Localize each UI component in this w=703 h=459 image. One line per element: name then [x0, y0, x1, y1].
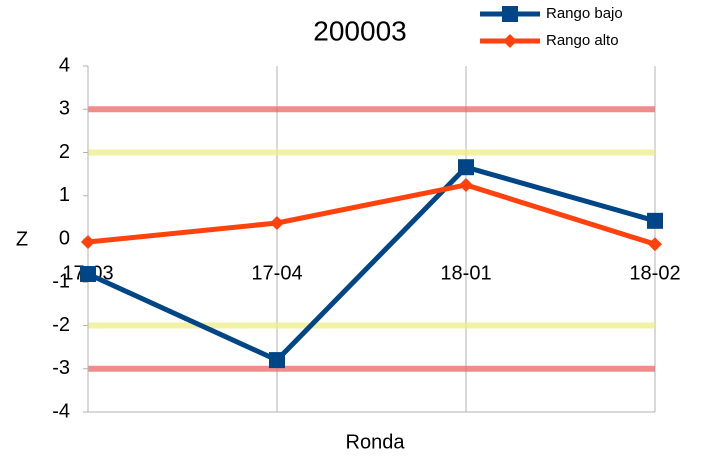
- data-point: [647, 212, 663, 229]
- legend-marker: [502, 6, 518, 22]
- data-point: [269, 352, 285, 369]
- y-tick-label: -4: [52, 400, 70, 422]
- y-tick-label: 0: [59, 227, 70, 249]
- x-tick-label: 18-02: [629, 262, 680, 284]
- x-tick-label: 17-04: [251, 262, 302, 284]
- y-tick-label: 3: [59, 98, 70, 120]
- series-line: [86, 164, 656, 363]
- y-tick-label: 2: [59, 141, 70, 163]
- data-point: [81, 235, 95, 250]
- data-point: [270, 215, 284, 230]
- data-point: [459, 177, 473, 192]
- x-axis-label: Ronda: [346, 431, 406, 453]
- data-point: [458, 159, 474, 176]
- legend-marker: [503, 34, 517, 48]
- legend-label: Rango alto: [546, 32, 619, 49]
- y-tick-label: 1: [59, 184, 70, 206]
- y-tick-label: -3: [52, 357, 70, 379]
- legend-label: Rango bajo: [546, 5, 623, 22]
- data-point: [80, 266, 96, 283]
- data-point: [648, 237, 662, 252]
- series-line: [87, 182, 656, 247]
- y-tick-label: 4: [59, 54, 70, 76]
- y-tick-label: -1: [52, 271, 70, 293]
- chart-title: 200003: [313, 15, 406, 46]
- y-axis-label: Z: [16, 228, 28, 250]
- y-tick-label: -2: [52, 314, 70, 336]
- x-tick-label: 18-01: [440, 262, 491, 284]
